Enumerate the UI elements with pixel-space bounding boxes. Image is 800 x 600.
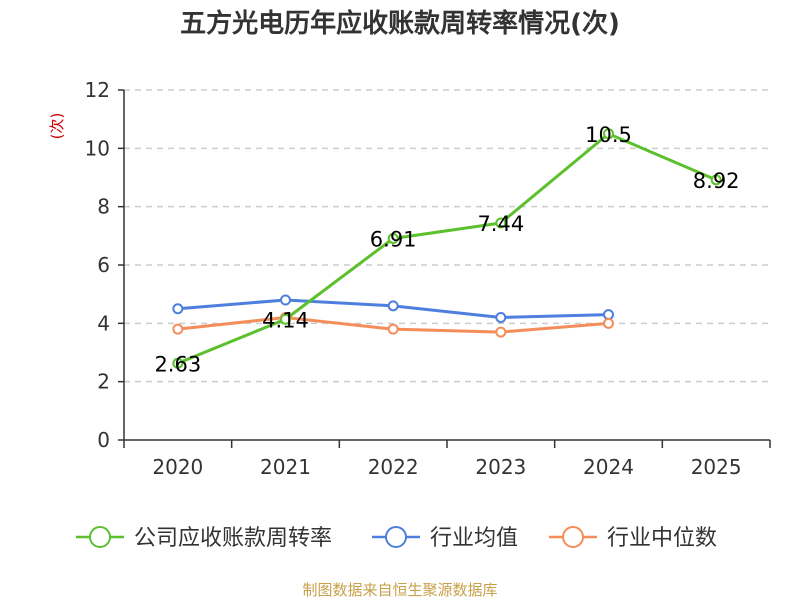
data-point-0-2023[interactable] bbox=[495, 217, 507, 229]
x-tick-label-2025: 2025 bbox=[691, 455, 742, 479]
series-line-0 bbox=[177, 132, 717, 365]
legend-item-1[interactable]: 行业均值 bbox=[372, 526, 518, 551]
data-point-2-2022[interactable] bbox=[387, 323, 399, 335]
legend-label: 公司应收账款周转率 bbox=[134, 526, 332, 551]
data-label-2021: 4.14 bbox=[262, 308, 309, 332]
axes: 0 2 4 6 8 10 12 2020 2021 2022 2023 2024 2025 bbox=[85, 78, 771, 479]
series-0 bbox=[172, 128, 722, 369]
legend-label: 行业中位数 bbox=[607, 526, 717, 551]
y-tick-label: 12 bbox=[85, 78, 110, 102]
data-point-0-2025[interactable] bbox=[710, 174, 722, 186]
y-tick-label: 4 bbox=[97, 311, 110, 335]
y-tick-label: 6 bbox=[97, 253, 110, 277]
data-point-1-2021[interactable] bbox=[280, 294, 291, 306]
y-axis-unit-label: (次) bbox=[48, 113, 66, 140]
legend-label: 行业均值 bbox=[430, 526, 518, 551]
legend: 公司应收账款周转率 行业均值 行业中位数 bbox=[76, 526, 717, 551]
data-point-1-2020[interactable] bbox=[172, 303, 184, 315]
legend-item-2[interactable]: 行业中位数 bbox=[549, 526, 717, 551]
series-group bbox=[172, 128, 722, 369]
x-tick-label-2022: 2022 bbox=[368, 455, 419, 479]
legend-marker-icon bbox=[562, 526, 584, 548]
data-point-1-2022[interactable] bbox=[387, 300, 399, 312]
data-point-0-2021[interactable] bbox=[280, 313, 291, 325]
x-tick-label-2023: 2023 bbox=[475, 455, 526, 479]
legend-item-0[interactable]: 公司应收账款周转率 bbox=[76, 526, 332, 551]
data-point-1-2024[interactable] bbox=[603, 309, 614, 321]
data-point-0-2024[interactable] bbox=[603, 128, 614, 140]
data-label-2020: 2.63 bbox=[154, 352, 201, 376]
x-tick-label-2021: 2021 bbox=[260, 455, 311, 479]
data-point-2-2020[interactable] bbox=[172, 323, 184, 335]
data-labels: 2.63 4.14 6.91 7.44 10.5 8.92 bbox=[154, 123, 739, 377]
source-note: 制图数据来自恒生聚源数据库 bbox=[302, 581, 497, 599]
legend-marker-icon bbox=[89, 526, 111, 548]
y-tick-label: 10 bbox=[85, 136, 110, 160]
y-tick-label: 0 bbox=[97, 428, 110, 452]
data-point-0-2022[interactable] bbox=[387, 232, 399, 244]
series-1 bbox=[172, 294, 614, 323]
data-label-2024: 10.5 bbox=[585, 123, 632, 147]
x-tick-label-2020: 2020 bbox=[152, 455, 203, 479]
data-point-2-2023[interactable] bbox=[495, 326, 507, 338]
legend-marker-icon bbox=[385, 526, 407, 548]
gridlines bbox=[124, 89, 770, 383]
y-tick-label: 2 bbox=[97, 370, 110, 394]
data-point-1-2023[interactable] bbox=[495, 312, 507, 323]
chart-title: 五方光电历年应收账款周转率情况(次) bbox=[180, 8, 620, 39]
data-label-2022: 6.91 bbox=[370, 227, 417, 251]
data-label-2023: 7.44 bbox=[477, 212, 524, 236]
data-label-2025: 8.92 bbox=[693, 169, 740, 193]
data-point-0-2020[interactable] bbox=[172, 357, 184, 369]
x-tick-label-2024: 2024 bbox=[583, 455, 634, 479]
y-tick-label: 8 bbox=[97, 195, 110, 219]
data-point-2-2024[interactable] bbox=[603, 317, 614, 329]
